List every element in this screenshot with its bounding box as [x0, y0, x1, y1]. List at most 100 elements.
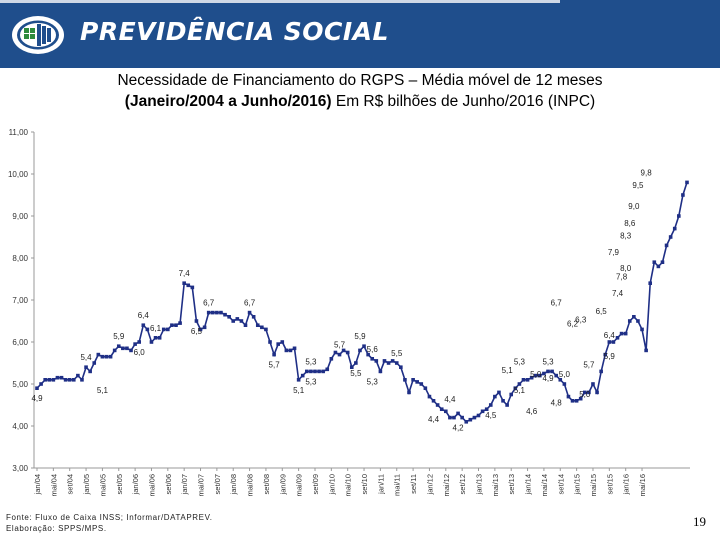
data-point: [415, 380, 419, 384]
data-point: [615, 336, 620, 340]
data-point: [542, 371, 546, 376]
x-tick-label: jan/08: [229, 474, 238, 495]
data-point: [660, 260, 665, 264]
data-label: 5,6: [367, 345, 379, 354]
data-point: [268, 340, 272, 344]
data-point: [386, 361, 391, 365]
x-tick-label: set/11: [409, 474, 418, 494]
x-tick-label: mai/08: [246, 474, 255, 497]
source-text: Fonte: Fluxo de Caixa INSS; Informar/DAT…: [6, 513, 213, 522]
data-label: 4,9: [31, 394, 43, 403]
page-number: 19: [693, 514, 706, 529]
data-point: [538, 373, 542, 378]
y-tick-label: 4,00: [12, 422, 28, 431]
data-point: [664, 243, 669, 248]
data-point: [456, 411, 460, 416]
data-point: [35, 386, 39, 390]
x-tick-label: set/04: [66, 474, 75, 494]
data-point: [685, 180, 689, 185]
data-point: [210, 310, 215, 315]
data-label: 7,4: [179, 269, 191, 278]
data-label: 5,9: [354, 332, 366, 341]
data-point: [329, 357, 334, 361]
data-point: [215, 310, 219, 315]
data-label: 5,7: [583, 361, 595, 370]
data-label: 5,9: [604, 352, 616, 361]
data-point: [533, 373, 538, 378]
y-tick-label: 7,00: [12, 296, 28, 305]
x-tick-label: jan/15: [573, 474, 582, 495]
data-point: [354, 361, 358, 365]
data-point: [403, 378, 407, 382]
data-label: 4,8: [551, 398, 563, 407]
data-label: 7,8: [616, 272, 628, 281]
data-point: [202, 325, 207, 330]
data-point: [636, 319, 640, 323]
data-point: [341, 348, 346, 353]
data-label: 7,9: [608, 248, 620, 257]
data-point: [525, 378, 530, 382]
data-label: 8,6: [624, 219, 636, 228]
y-tick-label: 5,00: [12, 380, 28, 389]
data-point: [292, 346, 297, 351]
data-label: 6,7: [551, 299, 563, 308]
data-label: 4,9: [542, 374, 554, 383]
data-point: [133, 342, 137, 346]
data-point: [121, 346, 125, 351]
data-point: [423, 386, 428, 390]
data-point: [55, 375, 60, 380]
data-point: [476, 413, 481, 418]
data-label: 8,3: [620, 231, 632, 240]
data-point: [223, 312, 227, 317]
x-tick-label: mai/04: [49, 474, 58, 497]
data-point: [112, 348, 117, 353]
data-point: [51, 378, 56, 382]
data-point: [345, 350, 350, 355]
data-point: [305, 369, 309, 374]
x-tick-label: jan/12: [425, 474, 434, 495]
data-point: [349, 365, 354, 369]
x-tick-label: jan/16: [622, 474, 631, 495]
data-point: [166, 327, 170, 332]
x-tick-label: mai/14: [540, 474, 549, 497]
title-line-1: Necessidade de Financiamento do RGPS – M…: [117, 72, 603, 89]
data-label: 5,4: [80, 353, 92, 362]
data-point: [607, 340, 612, 344]
data-point: [88, 369, 92, 374]
data-point: [260, 325, 264, 330]
x-tick-label: jan/14: [524, 474, 533, 495]
x-tick-label: jan/05: [82, 474, 91, 495]
data-point: [67, 378, 72, 382]
x-tick-label: set/12: [458, 474, 467, 494]
data-point: [452, 415, 456, 420]
data-point: [370, 357, 375, 361]
data-point: [623, 331, 628, 336]
y-tick-label: 11,00: [9, 128, 29, 137]
x-tick-label: jan/07: [180, 474, 189, 495]
prepared-by-text: Elaboração: SPPS/MPS.: [6, 524, 107, 533]
data-point: [264, 327, 268, 332]
data-point: [296, 378, 301, 382]
data-point: [243, 323, 248, 327]
data-label: 6,7: [244, 299, 256, 308]
data-point: [76, 373, 80, 378]
y-tick-label: 6,00: [12, 338, 28, 347]
x-tick-label: jan/06: [131, 474, 140, 495]
data-point: [632, 315, 636, 319]
data-point: [619, 331, 624, 336]
data-point: [570, 399, 575, 403]
data-label: 4,5: [485, 411, 497, 420]
data-point: [374, 359, 379, 363]
data-point: [321, 369, 325, 374]
data-label: 9,0: [628, 202, 640, 211]
data-point: [39, 382, 43, 386]
data-label: 5,1: [502, 366, 514, 375]
data-label: 6,4: [138, 311, 150, 320]
data-point: [521, 378, 526, 382]
data-label: 5,3: [305, 357, 317, 366]
x-tick-label: jan/10: [327, 474, 336, 495]
x-tick-label: set/07: [213, 474, 222, 494]
data-label: 4,4: [444, 395, 456, 404]
data-label: 5,0: [530, 370, 542, 379]
data-point: [546, 369, 550, 374]
